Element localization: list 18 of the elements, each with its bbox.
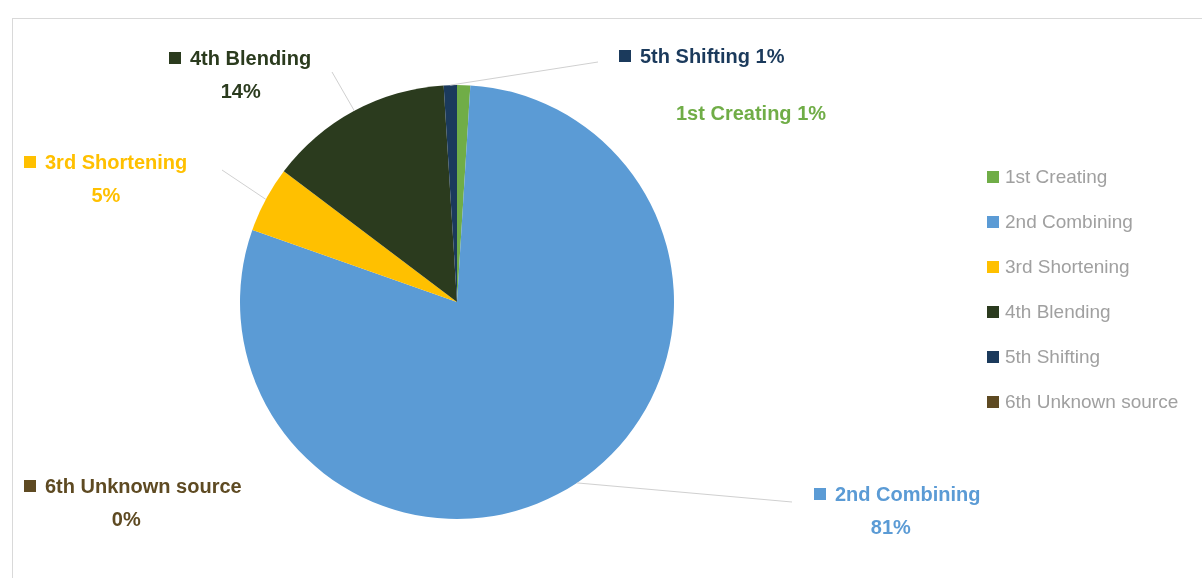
category-label: 1st Creating 1%	[676, 102, 827, 124]
category-label: 2nd Combining	[1005, 210, 1133, 232]
pie-slice	[283, 85, 457, 302]
category-label: 5th Shifting 1%	[640, 45, 785, 67]
legend-label: 2nd Combining	[835, 483, 981, 505]
category-label: 4th Blending	[1005, 300, 1111, 322]
legend-label: 3rd Shortening	[45, 151, 188, 173]
pie-slice	[252, 171, 457, 302]
data-label: 14%	[220, 80, 261, 102]
category-label: 3rd Shortening	[1005, 255, 1130, 277]
text: 0%	[111, 508, 141, 530]
category-label: 6th Unknown source	[45, 475, 242, 497]
legend-label: 5th Shifting	[1005, 345, 1101, 368]
data-label: 81%	[870, 516, 912, 538]
legend-label: 4th Blending	[190, 47, 312, 69]
legend-label: 6th Unknown source	[1005, 390, 1179, 413]
legend-label: 1st Creating	[1005, 165, 1108, 188]
data-label: 5%	[91, 184, 121, 206]
